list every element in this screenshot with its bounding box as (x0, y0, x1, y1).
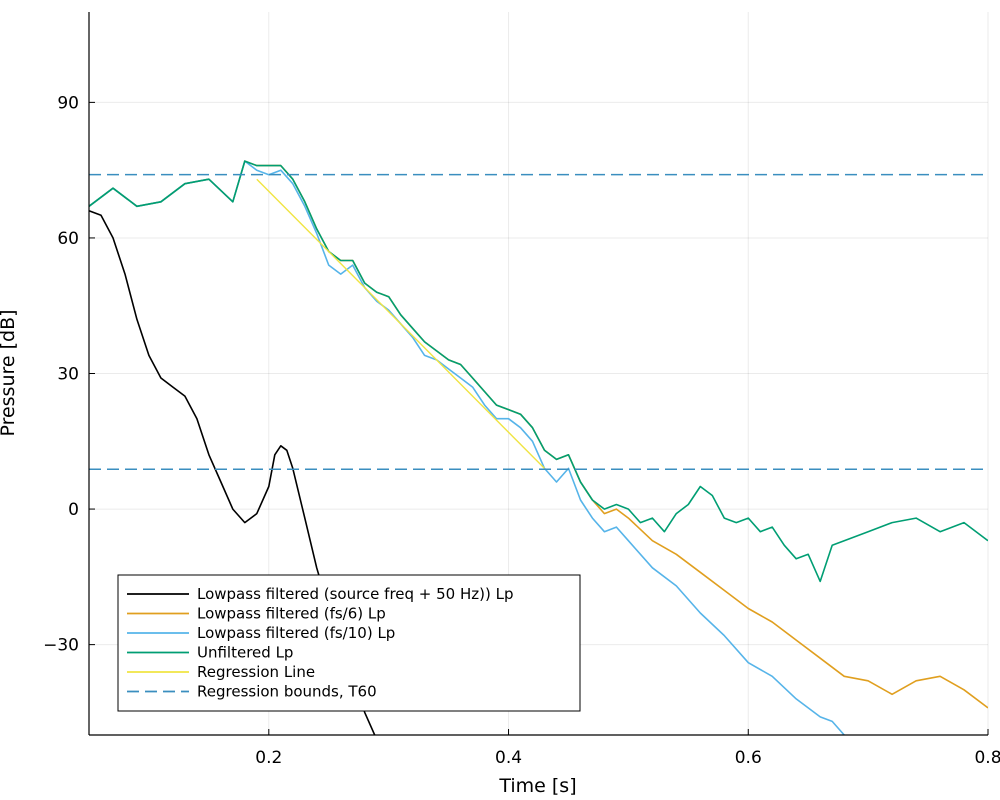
x-tick-label: 0.4 (495, 748, 522, 768)
series-line-0 (89, 210, 376, 735)
legend-label: Unfiltered Lp (197, 644, 293, 662)
y-tick-label: 0 (68, 500, 79, 520)
legend-label: Lowpass filtered (fs/10) Lp (197, 624, 395, 642)
tick-labels: 0.2 0.4 0.6 0.8 −30 0 30 60 90 (43, 93, 1000, 768)
series-line-2 (89, 160, 846, 735)
series-line-3 (89, 160, 988, 583)
y-tick-label: 60 (57, 229, 79, 249)
legend-box (117, 574, 581, 712)
y-tick-label: −30 (43, 636, 79, 656)
legend: Lowpass filtered (source freq + 50 Hz)) … (117, 574, 581, 712)
y-tick-label: 30 (57, 365, 79, 385)
legend-label: Regression Line (197, 663, 315, 681)
x-tick-label: 0.6 (735, 748, 762, 768)
y-tick-label: 90 (57, 93, 79, 113)
x-tick-label: 0.8 (974, 748, 1000, 768)
x-axis-title: Time [s] (498, 775, 576, 797)
x-tick-label: 0.2 (255, 748, 282, 768)
series-line-4 (256, 178, 545, 469)
legend-label: Regression bounds, T60 (197, 683, 377, 701)
y-axis-title: Pressure [dB] (0, 309, 19, 436)
legend-label: Lowpass filtered (source freq + 50 Hz)) … (197, 585, 514, 603)
legend-label: Lowpass filtered (fs/6) Lp (197, 605, 386, 623)
